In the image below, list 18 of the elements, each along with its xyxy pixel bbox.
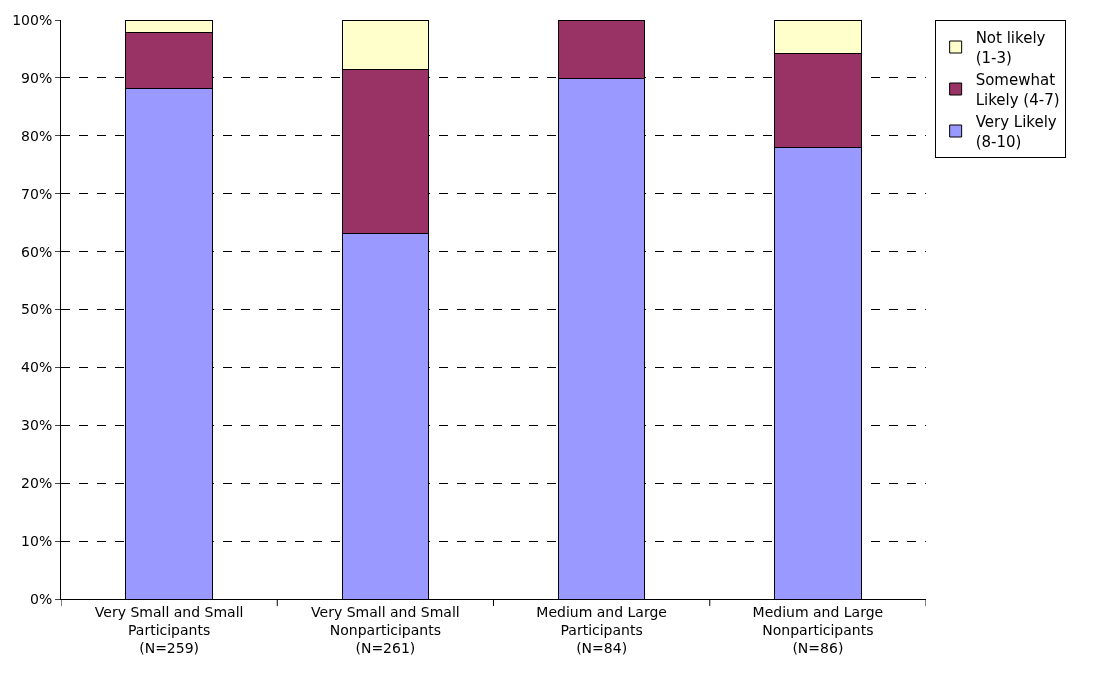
legend-label: Somewhat Likely (4-7) <box>975 71 1060 109</box>
y-tick-label: 50% <box>21 301 53 318</box>
y-tick-label: 70% <box>21 185 53 202</box>
y-tick-label: 100% <box>12 11 53 28</box>
y-tick-label: 0% <box>29 590 53 607</box>
y-tick-label: 10% <box>21 533 53 549</box>
legend-label: Not likely (1-3) <box>975 29 1046 67</box>
x-tick-label: Medium and Large Nonparticipants (N=86) <box>752 603 884 657</box>
x-tick-label: Medium and Large Participants (N=84) <box>536 603 667 657</box>
y-tick-label: 40% <box>21 359 53 376</box>
y-tick-label: 90% <box>21 69 53 86</box>
x-tick-label: Very Small and Small Nonparticipants (N=261) <box>311 603 460 657</box>
y-tick-label: 80% <box>21 127 53 144</box>
x-tick-label: Very Small and Small Participants (N=259) <box>94 603 244 657</box>
y-tick-label: 20% <box>21 475 53 492</box>
y-tick-label: 30% <box>21 417 53 434</box>
y-tick-label: 60% <box>21 243 53 260</box>
legend-label: Very Likely (8-10) <box>975 113 1057 151</box>
